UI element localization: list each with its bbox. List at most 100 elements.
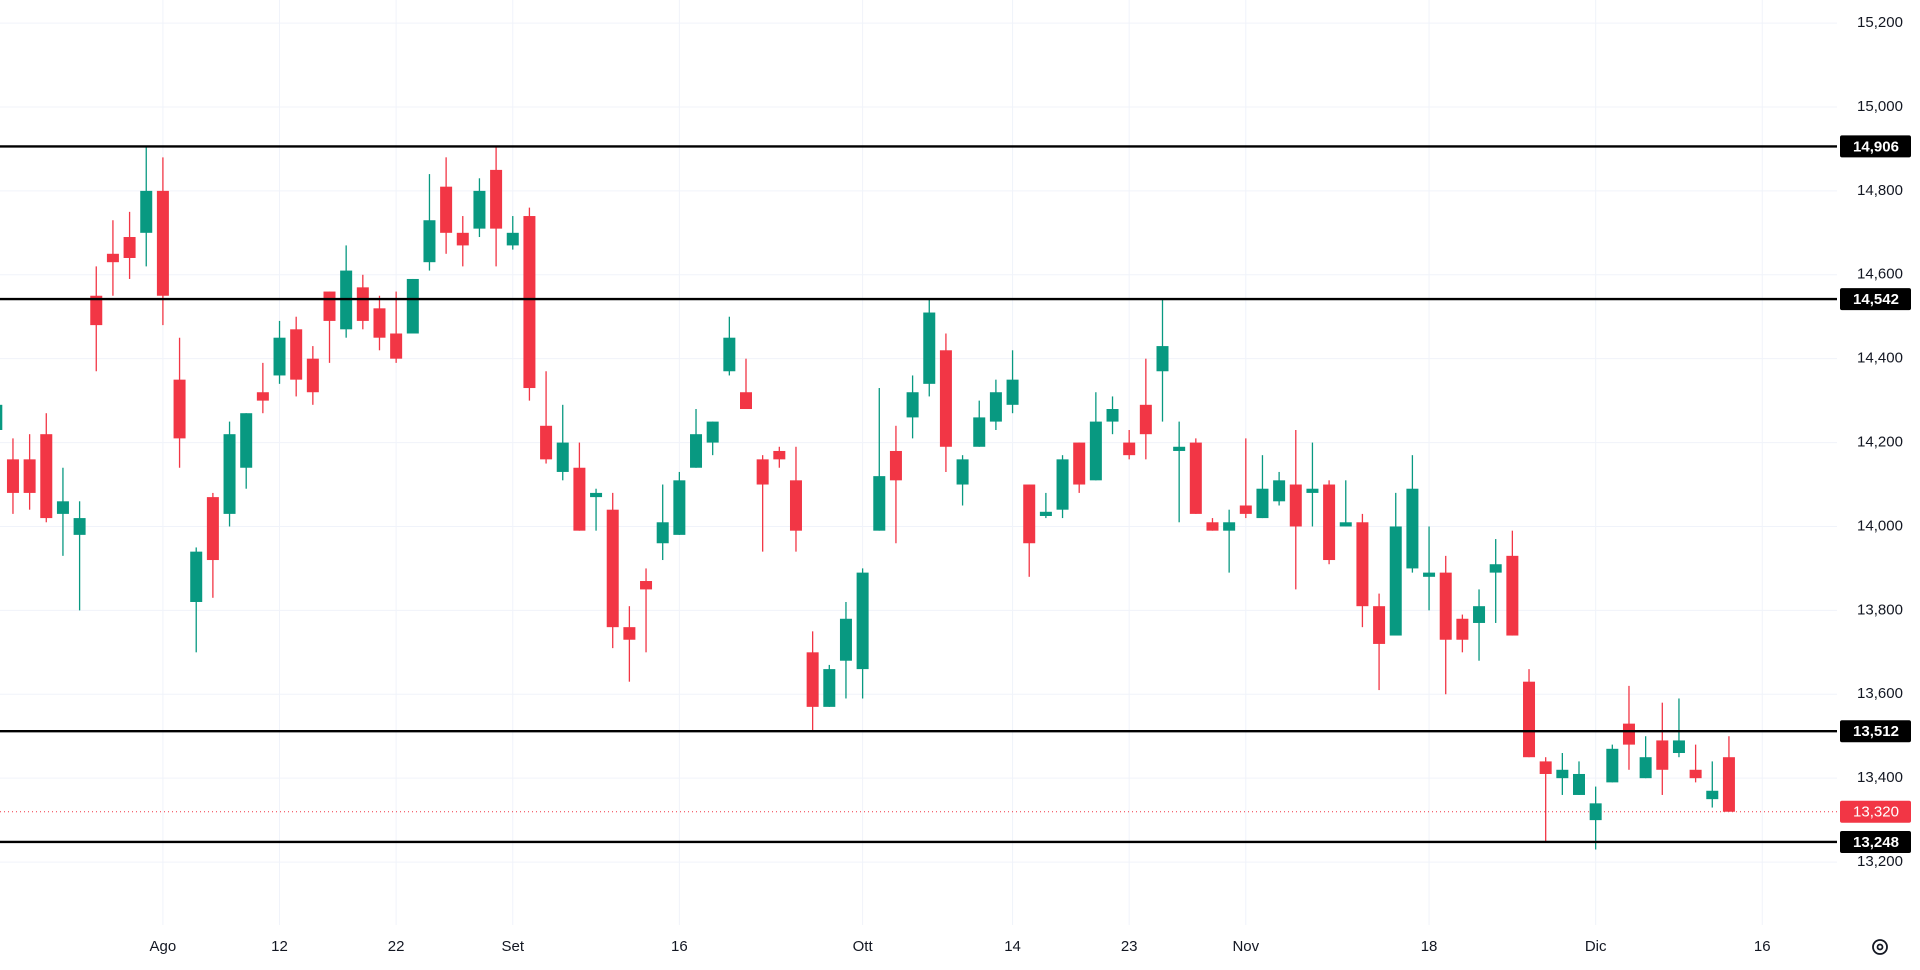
candle-body <box>1689 769 1702 779</box>
candle-body <box>273 337 286 376</box>
candle-body <box>1289 484 1302 527</box>
candle-body <box>506 232 519 246</box>
candle-body <box>640 581 653 590</box>
y-tick-label: 13,800 <box>1857 601 1903 618</box>
gear-hub <box>1876 943 1884 951</box>
candle-body <box>156 190 169 296</box>
candle-body <box>1089 421 1102 481</box>
candle-body <box>1489 564 1502 573</box>
candle-body <box>6 459 19 493</box>
candle-body <box>1622 723 1635 745</box>
level-tag <box>1840 288 1911 311</box>
candle-body <box>1589 803 1602 821</box>
candle-body <box>856 572 869 670</box>
y-tick-label: 14,600 <box>1857 266 1903 283</box>
candle-body <box>673 480 686 535</box>
candle-body <box>706 421 719 443</box>
candle-body <box>540 425 553 460</box>
candle-body <box>573 467 586 531</box>
candle-body <box>1456 618 1469 640</box>
candle-body <box>923 312 936 384</box>
y-tick-label: 14,000 <box>1857 517 1903 534</box>
candle-body <box>240 413 253 468</box>
candle-body <box>323 291 336 321</box>
candle-body <box>823 669 836 707</box>
candle-body <box>1139 404 1152 435</box>
candle-body <box>1273 480 1286 502</box>
y-tick-label: 13,400 <box>1857 769 1903 786</box>
candle-body <box>1606 748 1619 783</box>
y-tick-label: 14,200 <box>1857 434 1903 451</box>
candle-body <box>989 392 1002 422</box>
settings-icon[interactable] <box>1872 939 1888 955</box>
candle-body <box>140 190 153 233</box>
y-tick-label: 15,000 <box>1857 98 1903 115</box>
candle-body <box>1423 572 1436 577</box>
candle-body <box>606 509 619 628</box>
candle-body <box>423 220 436 263</box>
candle-body <box>1373 606 1386 644</box>
candle-body <box>1556 769 1569 779</box>
candle-body <box>1306 488 1319 493</box>
candle-body <box>456 232 469 246</box>
y-tick-label: 14,800 <box>1857 182 1903 199</box>
x-tick-label: 16 <box>671 938 688 955</box>
candle-body <box>1473 606 1486 623</box>
candle-body <box>123 237 136 258</box>
candle-body <box>1706 790 1719 800</box>
candle-body <box>1106 409 1119 422</box>
candle-body <box>106 253 119 263</box>
level-label: 13,248 <box>1853 834 1899 851</box>
candle-body <box>190 551 203 602</box>
x-tick-label: 22 <box>388 938 405 955</box>
level-label: 14,906 <box>1853 138 1899 155</box>
candle-body <box>690 434 703 468</box>
level-tag <box>1840 720 1911 743</box>
candle-body <box>806 652 819 707</box>
candle-body <box>656 522 669 544</box>
candle-body <box>973 417 986 447</box>
x-tick-label: Ott <box>853 938 874 955</box>
candle-body <box>1189 442 1202 514</box>
last-price-label: 13,320 <box>1853 804 1899 821</box>
candle-body <box>1523 681 1536 758</box>
candle-body <box>223 434 236 514</box>
x-tick-label: Nov <box>1232 938 1259 955</box>
candle-body <box>1023 484 1036 544</box>
candle-body <box>390 333 403 359</box>
candle-body <box>490 169 503 229</box>
y-tick-label: 14,400 <box>1857 350 1903 367</box>
candle-body <box>1239 505 1252 514</box>
x-tick-label: 16 <box>1754 938 1771 955</box>
x-tick-label: 18 <box>1421 938 1438 955</box>
candle-body <box>756 459 769 485</box>
candle-body <box>40 434 53 519</box>
candle-body <box>1356 522 1369 607</box>
candle-body <box>1323 484 1336 561</box>
candle-body <box>956 459 969 485</box>
last-price-tag <box>1840 800 1911 823</box>
candle-body <box>723 337 736 372</box>
candle-body <box>1439 572 1452 640</box>
y-tick-label: 15,200 <box>1857 14 1903 31</box>
x-tick-label: Dic <box>1585 938 1607 955</box>
candle-body <box>556 442 569 472</box>
candle-body <box>1506 555 1519 636</box>
candle-body <box>1056 459 1069 510</box>
candle-body <box>373 308 386 338</box>
candle-body <box>440 186 453 233</box>
x-tick-label: Set <box>502 938 525 955</box>
x-tick-label: 14 <box>1004 938 1021 955</box>
candle-body <box>356 287 369 321</box>
level-tag <box>1840 830 1911 853</box>
candle-body <box>1672 740 1685 754</box>
candle-body <box>73 518 86 535</box>
candle-body <box>1039 511 1052 516</box>
level-label: 14,542 <box>1853 291 1899 308</box>
x-tick-label: Ago <box>150 938 177 955</box>
candle-body <box>1656 740 1669 770</box>
candle-body <box>590 492 603 498</box>
candle-body <box>90 295 103 326</box>
candle-body <box>1156 346 1169 372</box>
